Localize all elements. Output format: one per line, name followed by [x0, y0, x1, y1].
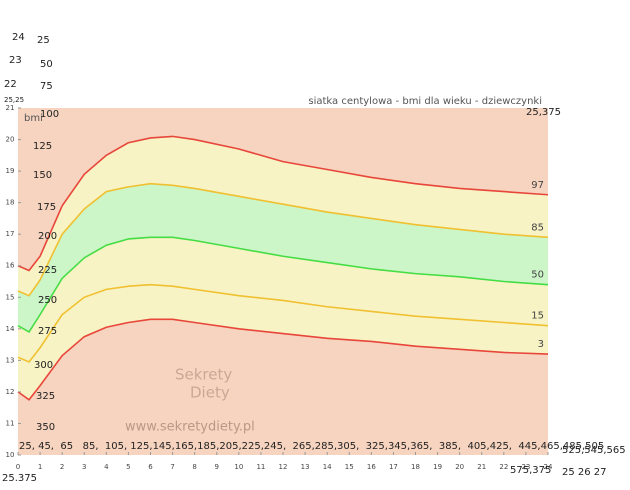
x-tick-label: 24: [544, 463, 553, 471]
series-label: 50: [531, 270, 544, 281]
line: [17, 135, 549, 272]
overlay-label: 24: [12, 32, 25, 43]
series-label: 85: [531, 222, 544, 233]
overlay-label: 250: [38, 295, 57, 306]
x-tick-label: 14: [323, 463, 332, 471]
band: [18, 136, 548, 296]
overlay-label: 575,375: [510, 465, 551, 476]
x-tick-label: 7: [170, 463, 174, 471]
band: [18, 237, 548, 400]
line: [17, 236, 549, 334]
overlay-label: 25,375: [526, 107, 561, 118]
overlay-label: 200: [38, 231, 57, 242]
overlay-label: 25: [37, 35, 50, 46]
overlay-label: 25 26 27: [562, 467, 607, 478]
x-tick-label: 4: [104, 463, 109, 471]
line: [17, 182, 549, 297]
series-label: 15: [531, 311, 544, 322]
overlay-label: 525,545,565: [562, 445, 626, 456]
x-tick-label: 16: [367, 463, 376, 471]
x-tick-label: 6: [148, 463, 153, 471]
overlay-label: 25.375: [2, 473, 37, 484]
watermark: www.sekretydiety.pl: [125, 420, 255, 435]
x-tick-label: 12: [279, 463, 288, 471]
x-tick-label: 21: [477, 463, 486, 471]
chart-title: siatka centylowa - bmi dla wieku - dziew…: [308, 96, 542, 107]
x-tick-label: 23: [521, 463, 530, 471]
x-tick-label: 18: [411, 463, 420, 471]
overlay-label: 125: [33, 141, 52, 152]
x-tick-label: 11: [256, 463, 265, 471]
x-tick-label: 13: [301, 463, 310, 471]
x-tick-label: 9: [215, 463, 219, 471]
x-tick-label: 20: [455, 463, 464, 471]
y-tick-label: 19: [6, 167, 15, 175]
x-tick-label: 1: [38, 463, 42, 471]
x-tick-label: 2: [60, 463, 64, 471]
y-tick-label: 17: [6, 230, 15, 238]
overlay-label: 175: [37, 202, 56, 213]
x-tick-label: 19: [433, 463, 442, 471]
overlay-label: 350: [36, 422, 55, 433]
overlay-label: 25, 45, 65 85, 105, 125,145,165,185,205,…: [19, 441, 604, 452]
overlay-label: 100: [40, 109, 59, 120]
y-axis-label: bmi: [24, 113, 43, 124]
overlay-label: 22: [4, 79, 17, 90]
overlay-label: 300: [34, 360, 53, 371]
y-tick-label: 10: [6, 451, 15, 459]
x-tick-label: 5: [126, 463, 130, 471]
y-tick-label: 11: [6, 419, 15, 427]
y-tick-label: 13: [6, 356, 15, 364]
x-tick-label: 10: [234, 463, 243, 471]
overlay-label: 23: [9, 55, 22, 66]
watermark: Diety: [190, 384, 230, 402]
overlay-labels: 24 25 23 50 22 75 25,25 100 125 150 175 …: [2, 32, 626, 484]
overlay-label: 325: [36, 391, 55, 402]
watermark: Sekrety: [175, 366, 232, 384]
y-tick-label: 20: [6, 136, 15, 144]
x-tick-label: 17: [389, 463, 398, 471]
overlay-label: 75: [40, 81, 53, 92]
overlay-label: 50: [40, 59, 53, 70]
y-tick-label: 14: [6, 325, 15, 333]
series-label: 3: [538, 339, 544, 350]
x-tick-label: 3: [82, 463, 86, 471]
series-label: 97: [531, 180, 544, 191]
y-tick-label: 15: [6, 293, 15, 301]
x-tick-label: 22: [499, 463, 508, 471]
overlay-label: 225: [38, 265, 57, 276]
overlay-label: 25,25: [4, 96, 24, 104]
overlay-label: 275: [38, 326, 57, 337]
x-tick-label: 8: [192, 463, 196, 471]
y-tick-label: 12: [6, 388, 15, 396]
y-tick-label: 21: [6, 104, 15, 112]
y-tick-label: 18: [6, 199, 15, 207]
y-tick-label: 16: [6, 262, 15, 270]
line: [17, 283, 549, 363]
overlay-label: 150: [33, 170, 52, 181]
x-tick-label: 15: [345, 463, 354, 471]
line: [17, 318, 549, 401]
x-tick-label: 0: [16, 463, 20, 471]
